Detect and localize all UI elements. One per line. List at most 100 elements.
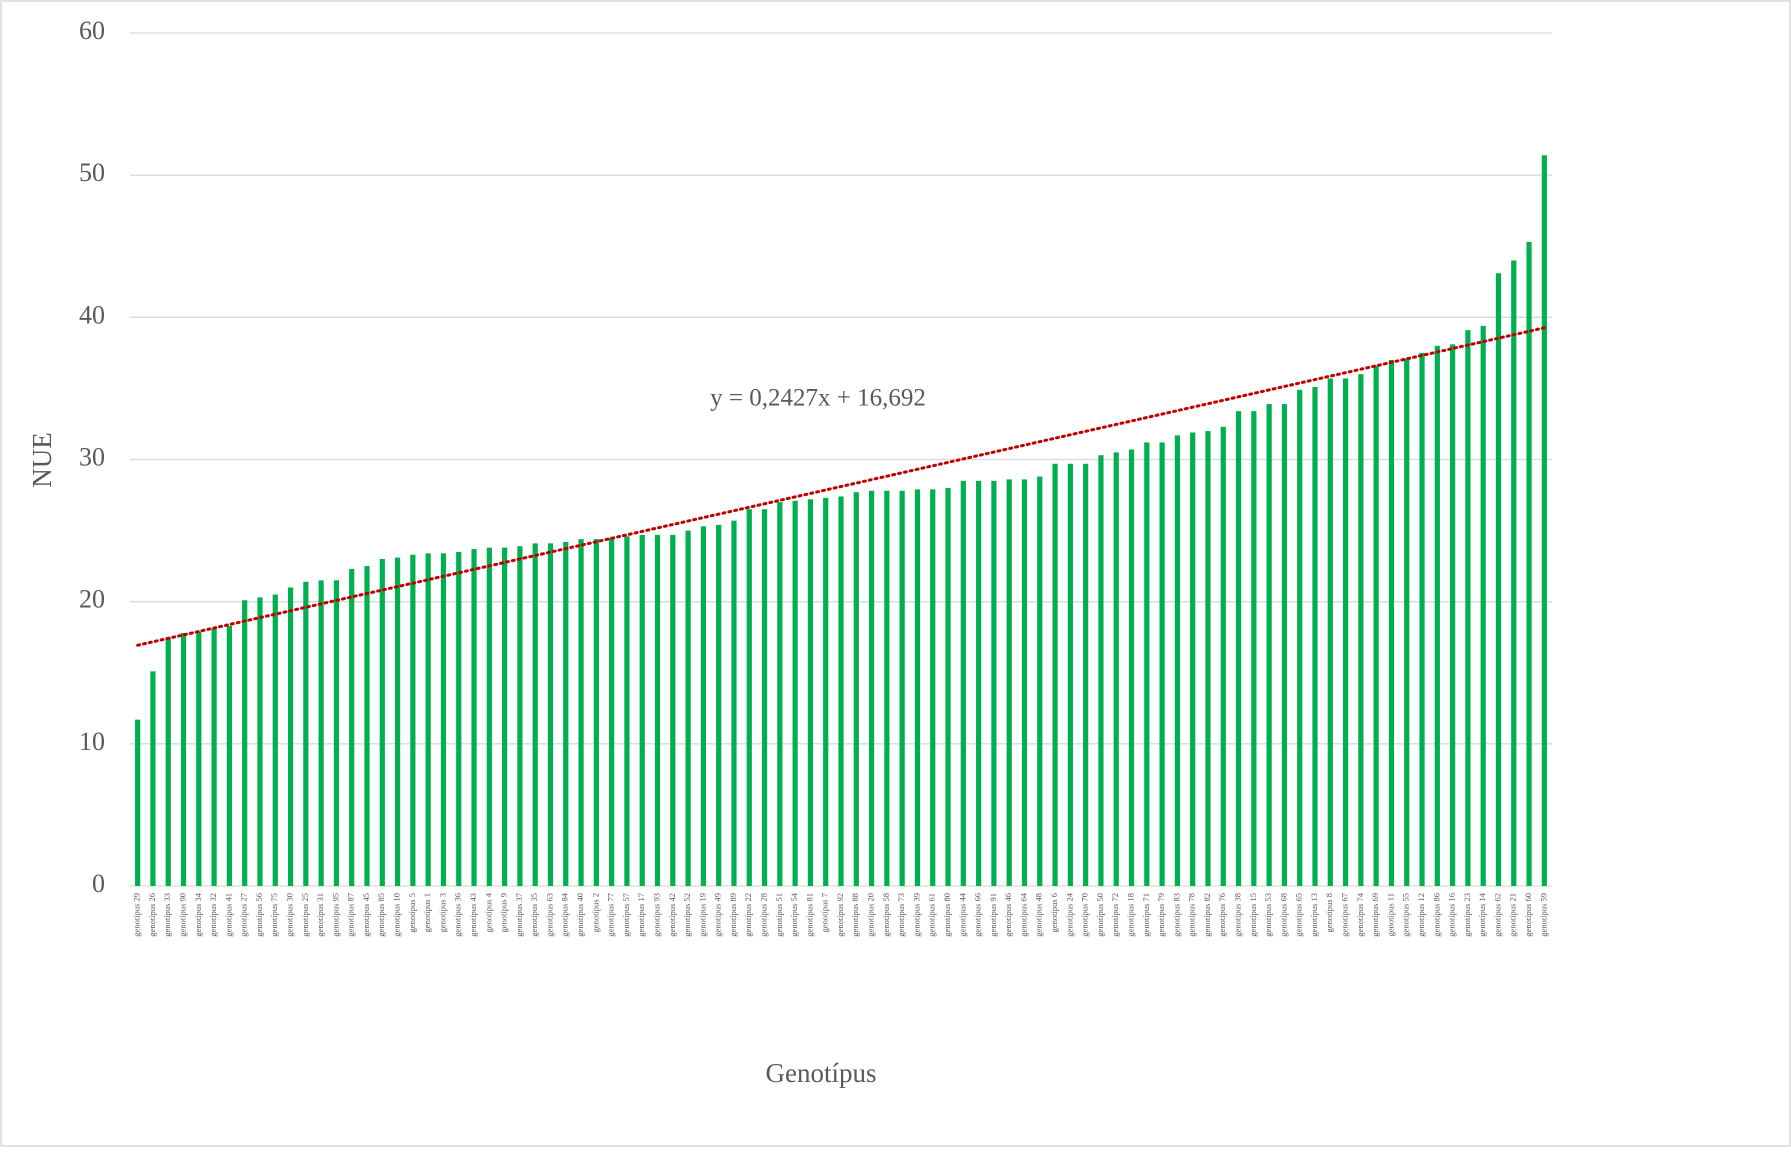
x-tick-label: genotípus 35 (529, 893, 539, 937)
x-tick-label: genotípus 39 (911, 893, 921, 937)
bar (1220, 426, 1226, 886)
x-tick-label: genotípus 33 (162, 893, 172, 937)
bar (823, 497, 829, 886)
x-tick-label: genotípus 49 (713, 893, 723, 937)
bar (135, 719, 141, 886)
bar (364, 566, 370, 886)
bar (899, 490, 905, 886)
x-tick-label: genotípus 89 (728, 893, 738, 937)
bar (349, 568, 355, 886)
x-tick-label: genotípus 73 (896, 893, 906, 937)
bar (1021, 479, 1028, 886)
bar (746, 509, 752, 886)
x-tick-label: genotípus 82 (1202, 893, 1212, 937)
bar (761, 509, 768, 886)
x-tick-label: genotípus 86 (1431, 893, 1441, 937)
x-tick-label: genotípus 67 (1340, 893, 1350, 937)
x-tick-label: genotípus 17 (636, 893, 646, 937)
bar (1159, 442, 1165, 886)
x-axis-title: Genotípus (766, 1058, 877, 1088)
bar (486, 547, 492, 886)
x-tick-label: genotípus 10 (392, 893, 402, 937)
x-tick-label: genotípus 71 (1141, 893, 1151, 937)
x-tick-label: genotípus 76 (1217, 893, 1227, 937)
bar (716, 524, 722, 886)
x-tick-label: genotípus 72 (1110, 893, 1120, 937)
x-tick-label: genotípus 24 (1064, 892, 1074, 936)
x-tick-label: genotípus 69 (1370, 893, 1380, 937)
x-tick-label: genotípus 30 (285, 893, 295, 937)
x-tick-label: genotípus 36 (453, 893, 463, 937)
bar (1526, 241, 1532, 887)
x-tick-label: genotípus 21 (1508, 893, 1518, 937)
x-tick-label: genotípus 79 (1156, 893, 1166, 937)
bar (1281, 404, 1288, 886)
bar (333, 580, 340, 886)
x-tick-label: genotípus 31 (315, 893, 325, 937)
x-tick-label: genotípus 25 (300, 893, 310, 937)
bar (1541, 155, 1547, 887)
x-tick-label: genotípus 58 (881, 893, 891, 937)
x-tick-label: genotípus 44 (957, 892, 967, 936)
x-tick-label: genotípus 88 (850, 893, 860, 937)
bar (991, 480, 997, 886)
bar (456, 551, 462, 886)
bar (1235, 411, 1242, 886)
y-tick-label: 0 (92, 869, 105, 898)
bar (180, 632, 187, 886)
bar (287, 587, 294, 886)
x-tick-label: genotípus 56 (254, 893, 264, 937)
x-tick-label: genotípus 13 (1309, 893, 1319, 937)
x-tick-label: genotípus 87 (346, 893, 356, 937)
x-tick-label: genotípus 7 (820, 893, 830, 932)
bar (1144, 442, 1150, 886)
bar (1388, 359, 1395, 886)
x-tick-label: genotípus 92 (835, 893, 845, 937)
bar (257, 597, 263, 886)
x-tick-label: genotípus 64 (1018, 892, 1028, 936)
bar (532, 543, 538, 886)
bar (853, 492, 859, 886)
x-tick-label: genotípus 83 (1171, 893, 1181, 937)
x-tick-label: genotípus 43 (468, 893, 478, 937)
x-tick-label: genotípus 6 (1049, 893, 1059, 932)
bar (1373, 365, 1379, 886)
x-tick-label: genotípus 68 (1278, 893, 1288, 937)
x-tick-label: genotípus 22 (743, 893, 753, 937)
bar (379, 559, 385, 886)
bar (1128, 449, 1135, 886)
x-tick-label: genotípus 37 (514, 893, 524, 937)
x-tick-label: genotípus 84 (560, 892, 570, 936)
bar (884, 490, 890, 886)
bar (1297, 389, 1303, 886)
bar (1174, 435, 1180, 886)
bar (272, 594, 278, 886)
x-tick-label: genotípus 70 (1080, 893, 1090, 937)
x-tick-label: genotípus 32 (208, 893, 218, 937)
x-tick-label: genotípus 48 (1034, 893, 1044, 937)
x-tick-label: genotípus 95 (330, 893, 340, 937)
x-tick-label: genotípus 74 (1355, 892, 1365, 936)
x-tick-label: genotípus 45 (361, 893, 371, 937)
y-tick-label: 50 (79, 158, 105, 187)
bar (517, 546, 523, 886)
trendline (136, 326, 1546, 647)
x-tick-label: genotípus 81 (804, 893, 814, 937)
x-tick-label: genotípus 46 (1003, 893, 1013, 937)
bar (165, 637, 171, 886)
bar (792, 500, 798, 886)
x-tick-label: genotípus 60 (1523, 893, 1533, 937)
x-tick-label: genotípus 8 (1324, 893, 1334, 932)
x-tick-label: genotípus 51 (774, 893, 784, 937)
bar (1419, 352, 1425, 886)
bar (685, 530, 691, 886)
x-tick-label: genotípus 38 (1233, 893, 1243, 937)
bar (1052, 463, 1058, 886)
bar (1067, 463, 1073, 886)
bar (502, 547, 508, 886)
bar (563, 541, 569, 886)
bar (1358, 374, 1364, 886)
x-tick-label: genotípus 65 (1294, 893, 1304, 937)
x-tick-label: genotípus 26 (147, 893, 157, 937)
